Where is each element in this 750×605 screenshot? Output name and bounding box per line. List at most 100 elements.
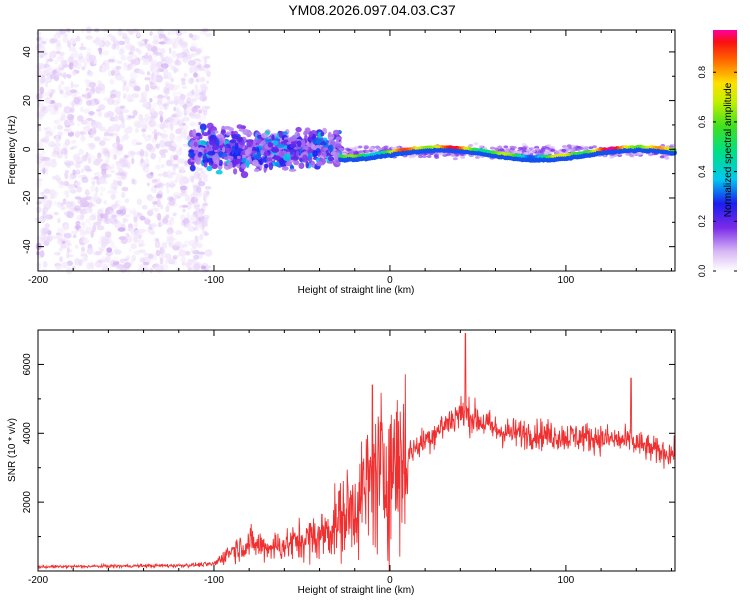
spectrogram-cell <box>97 152 102 159</box>
spectrogram-cell <box>144 77 151 81</box>
spectrogram-cell <box>320 131 325 137</box>
spectrogram-cell <box>57 125 63 131</box>
spectrogram-cell <box>143 135 152 142</box>
spectrogram-cell <box>184 160 189 166</box>
spectrogram-cell <box>129 81 138 87</box>
spectrogram-cell <box>133 250 141 256</box>
spectrogram-cell <box>40 76 46 84</box>
spectrogram-cell <box>190 46 197 52</box>
spectrogram-cell <box>60 114 67 121</box>
spectrogram-cell <box>73 53 79 60</box>
spectrogram-cell <box>135 142 143 146</box>
spectrogram-cell <box>170 114 177 118</box>
spectrogram-cell <box>227 161 233 170</box>
spectrogram-cell <box>197 167 204 171</box>
spectrogram-cell <box>93 98 98 102</box>
spectrogram-cell <box>58 247 64 252</box>
spectrogram-cell <box>57 131 63 136</box>
spectrogram-cell <box>173 154 179 161</box>
spectrogram-cell <box>68 61 74 70</box>
spectrogram-cell <box>312 150 318 158</box>
spectrogram-cell <box>324 139 330 148</box>
snr-x-tick-label: -200 <box>28 575 48 586</box>
spectrogram-cell <box>193 201 201 210</box>
spectrogram-cell <box>248 132 253 136</box>
spectrogram-cell <box>45 167 49 175</box>
spectrogram-cell <box>63 180 70 186</box>
spectrogram-cell <box>41 70 48 76</box>
spectrogram-cell <box>183 240 190 245</box>
spectrogram-cell <box>55 142 61 148</box>
spectrogram-cell <box>42 52 48 56</box>
spectrogram-cell <box>445 153 451 157</box>
spectrogram-cell <box>129 45 136 53</box>
spectrogram-cell <box>365 150 371 153</box>
spectrogram-cell <box>118 48 125 56</box>
spectrogram-cell <box>201 174 208 180</box>
spectrogram-cell <box>150 152 156 160</box>
spectrogram-cell <box>103 150 111 158</box>
spectrogram-frame <box>37 29 676 272</box>
spectrogram-cell <box>179 244 188 248</box>
spectrogram-cell <box>62 92 69 99</box>
spectrogram-cell <box>191 145 199 151</box>
spectrogram-cell <box>49 130 55 137</box>
spectrogram-cell <box>199 123 207 131</box>
spectrogram-cell <box>123 62 128 67</box>
spectrogram-x-axis-label: Height of straight line (km) <box>298 285 415 296</box>
spectrogram-cell <box>180 255 186 264</box>
spectrogram-cell <box>187 77 195 84</box>
spectrogram-cell <box>164 81 170 88</box>
spectrogram-cell <box>202 194 207 201</box>
spectrogram-cell <box>120 75 125 83</box>
spectrogram-cell <box>40 138 49 143</box>
spectrogram-cell <box>671 149 677 156</box>
spectrogram-cell <box>117 60 123 65</box>
spectrogram-cell <box>256 151 262 159</box>
spectrogram-cell <box>65 200 71 204</box>
spectrogram-cell <box>105 254 111 262</box>
spectrogram-cell <box>280 140 286 145</box>
spectrogram-cell <box>515 150 521 154</box>
spectrogram-cell <box>191 182 198 188</box>
spectrogram-cell <box>279 157 284 165</box>
spectrogram-cell <box>156 199 161 208</box>
spectrogram-cell <box>112 69 116 75</box>
spectrogram-cell <box>126 95 133 103</box>
spectrogram-cell <box>72 155 78 160</box>
spectrogram-cell <box>327 136 334 140</box>
spectrogram-y-axis-label: Frequency (Hz) <box>7 116 18 185</box>
spectrogram-cell <box>132 179 137 185</box>
spectrogram-cell <box>93 221 101 227</box>
spectrogram-cell <box>65 190 70 199</box>
spectrogram-cell <box>98 140 106 146</box>
spectrogram-cell <box>200 265 207 270</box>
spectrogram-cell <box>163 120 168 126</box>
spectrogram-cell <box>86 117 93 121</box>
spectrogram-cell <box>107 260 114 269</box>
spectrogram-cell <box>110 170 116 174</box>
spectrogram-cell <box>35 92 43 101</box>
spectrogram-cell <box>43 188 51 194</box>
spectrogram-cell <box>190 42 198 51</box>
spectrogram-cell <box>152 95 159 99</box>
spectrogram-cell <box>56 40 61 48</box>
spectrogram-cell <box>48 88 57 94</box>
spectrogram-cell <box>184 196 192 202</box>
spectrogram-cell <box>232 160 241 165</box>
spectrogram-cell <box>66 246 70 254</box>
figure-title: YM08.2026.097.04.03.C37 <box>288 2 456 18</box>
spectrogram-cell <box>103 147 109 154</box>
spectrogram-cell <box>149 98 153 103</box>
spectrogram-cell <box>152 40 158 44</box>
spectrogram-cell <box>41 150 46 155</box>
spectrogram-cell <box>142 150 149 157</box>
spectrogram-cell <box>194 235 199 243</box>
spectrogram-cell <box>93 192 98 200</box>
spectrogram-cell <box>166 227 174 235</box>
spectrogram-cell <box>175 230 183 235</box>
spectrogram-cell <box>85 206 89 215</box>
spectrogram-cell <box>76 186 83 193</box>
spectrogram-cell <box>53 119 62 126</box>
